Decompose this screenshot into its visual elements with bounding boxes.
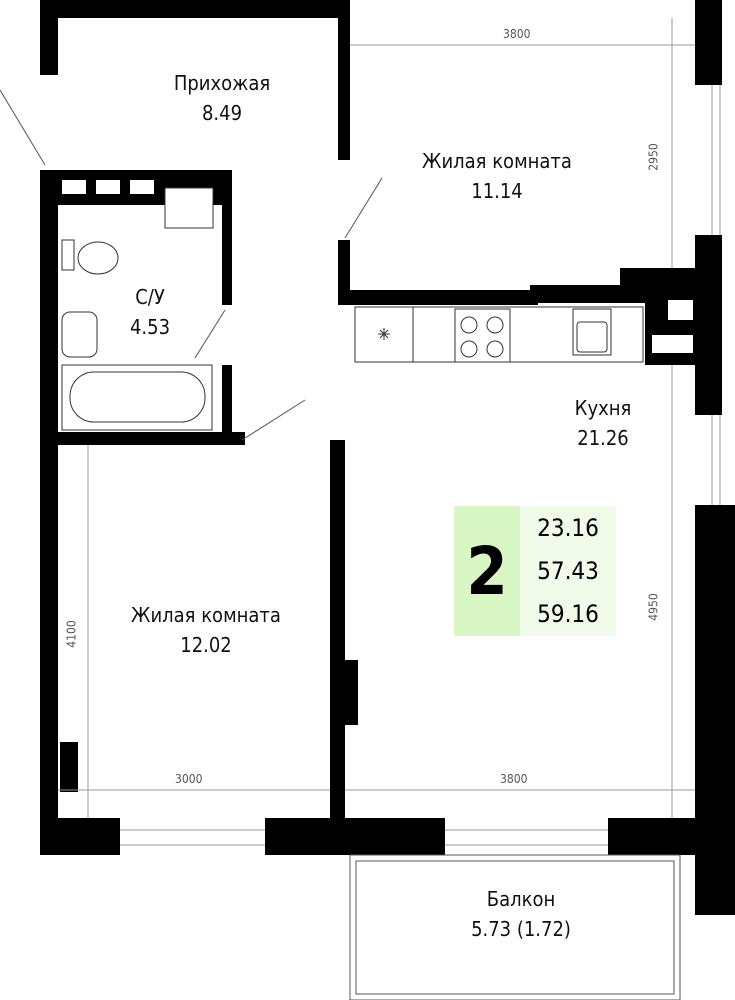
- dim-top: 3800: [503, 27, 531, 41]
- window-frames: [120, 85, 721, 846]
- room-name: Балкон: [486, 887, 556, 911]
- room-area: 21.26: [577, 426, 629, 450]
- room-area: 11.14: [471, 179, 523, 203]
- apartment-summary-badge: 2 23.16 57.43 59.16: [454, 506, 616, 636]
- room-balcony: Балкон 5.73 (1.72): [471, 884, 571, 944]
- fixtures: [61, 187, 644, 431]
- room-name: Прихожая: [173, 71, 271, 95]
- living-area: 23.16: [537, 513, 599, 542]
- dim-bottom-right: 3800: [500, 772, 528, 786]
- room-area: 8.49: [201, 101, 243, 125]
- room-living-1: Жилая комната 11.14: [422, 146, 572, 206]
- room-name: С/У: [135, 285, 165, 309]
- windows: [62, 180, 693, 353]
- room-name: Жилая комната: [131, 603, 281, 627]
- room-area: 4.53: [129, 315, 171, 339]
- dim-right-top: 2950: [646, 143, 661, 171]
- doors: [0, 89, 383, 441]
- total-with-balcony: 59.16: [537, 600, 599, 629]
- dimension-lines: [58, 18, 695, 818]
- walls: [40, 0, 735, 915]
- room-area: 12.02: [180, 633, 232, 657]
- room-hallway: Прихожая 8.49: [174, 68, 270, 128]
- rooms-count: 2: [454, 506, 520, 636]
- dim-left: 4100: [64, 620, 79, 648]
- room-bathroom: С/У 4.53: [130, 282, 170, 342]
- room-name: Кухня: [574, 396, 632, 420]
- dim-right-bottom: 4950: [646, 593, 661, 621]
- balcony-railing: [349, 854, 681, 1000]
- room-living-2: Жилая комната 12.02: [131, 600, 281, 660]
- dim-bottom-left: 3000: [175, 772, 203, 786]
- room-name: Жилая комната: [422, 149, 572, 173]
- room-kitchen: Кухня 21.26: [575, 393, 632, 453]
- total-area: 57.43: [537, 556, 599, 585]
- room-area: 5.73 (1.72): [471, 917, 571, 941]
